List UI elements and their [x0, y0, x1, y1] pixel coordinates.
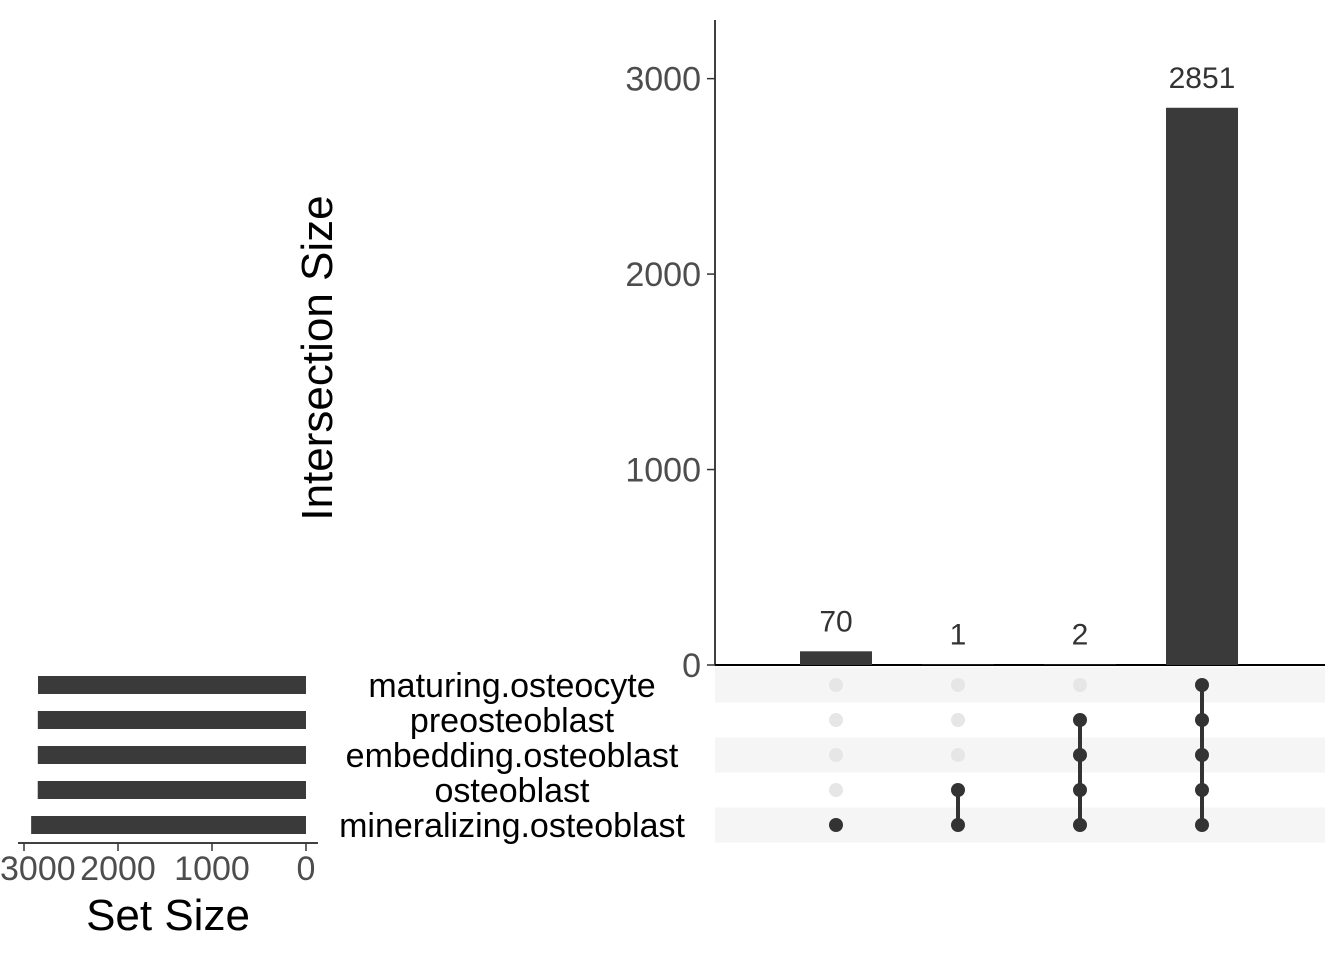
- set-size-x-tick-label: 0: [297, 850, 316, 888]
- matrix-dot-active: [1073, 783, 1087, 797]
- set-size-bars: [31, 676, 307, 834]
- intersection-y-tick-label: 3000: [625, 61, 701, 99]
- set-size-title: Set Size: [86, 891, 250, 940]
- matrix-dot-active: [1073, 818, 1087, 832]
- intersection-bar: [922, 664, 994, 665]
- intersection-bar-label: 70: [819, 605, 852, 638]
- intersection-bars: [800, 107, 1238, 665]
- intersection-y-tick-label: 2000: [625, 256, 701, 294]
- set-size-bar: [37, 711, 307, 729]
- set-size-bar: [38, 676, 306, 694]
- matrix-dot-inactive: [829, 783, 843, 797]
- matrix-dot-inactive: [951, 748, 965, 762]
- matrix-dot-active: [1195, 713, 1209, 727]
- intersection-bar-label: 2851: [1169, 62, 1236, 95]
- matrix-dot-active: [829, 818, 843, 832]
- matrix-dot-active: [1195, 818, 1209, 832]
- matrix-dot-active: [1195, 783, 1209, 797]
- intersection-y-tick-label: 0: [682, 647, 701, 685]
- matrix-dot-active: [1073, 748, 1087, 762]
- matrix-stripes: [715, 667, 1325, 843]
- intersection-matrix: [829, 678, 1209, 832]
- set-size-axis: 3000 2000 1000 0: [0, 842, 318, 888]
- intersection-bar: [1166, 107, 1238, 665]
- matrix-dot-inactive: [1073, 678, 1087, 692]
- intersection-bar-labels: 70 1 2 2851: [819, 62, 1235, 652]
- intersection-y-tick-label: 1000: [625, 452, 701, 490]
- matrix-stripe-2: [715, 737, 1325, 773]
- matrix-dot-active: [951, 783, 965, 797]
- set-size-x-tick-label: 1000: [174, 850, 250, 888]
- matrix-dot-active: [1073, 713, 1087, 727]
- matrix-stripe-0: [715, 667, 1325, 703]
- matrix-dot-inactive: [829, 678, 843, 692]
- set-name-label: embedding.osteoblast: [346, 737, 679, 775]
- set-name-labels: maturing.osteocytepreosteoblastembedding…: [339, 667, 685, 845]
- set-size-x-tick-label: 3000: [0, 850, 76, 888]
- matrix-dot-inactive: [829, 748, 843, 762]
- set-size-x-tick-label: 2000: [80, 850, 156, 888]
- matrix-dot-inactive: [951, 678, 965, 692]
- matrix-dot-inactive: [951, 713, 965, 727]
- set-size-bar: [37, 746, 307, 764]
- set-name-label: maturing.osteocyte: [368, 667, 655, 705]
- matrix-dot-active: [1195, 678, 1209, 692]
- intersection-size-title: Intersection Size: [293, 195, 342, 520]
- set-name-label: osteoblast: [435, 772, 591, 810]
- intersection-bar: [800, 651, 872, 665]
- intersection-bar-label: 2: [1072, 619, 1089, 652]
- set-name-label: mineralizing.osteoblast: [339, 807, 685, 845]
- set-size-bar: [37, 781, 306, 799]
- matrix-dot-inactive: [829, 713, 843, 727]
- matrix-dot-active: [1195, 748, 1209, 762]
- intersection-bar: [1044, 664, 1116, 665]
- matrix-stripe-4: [715, 807, 1325, 843]
- set-name-label: preosteoblast: [410, 702, 615, 740]
- set-size-bar: [31, 816, 306, 834]
- intersection-bar-label: 1: [950, 619, 967, 652]
- matrix-dot-active: [951, 818, 965, 832]
